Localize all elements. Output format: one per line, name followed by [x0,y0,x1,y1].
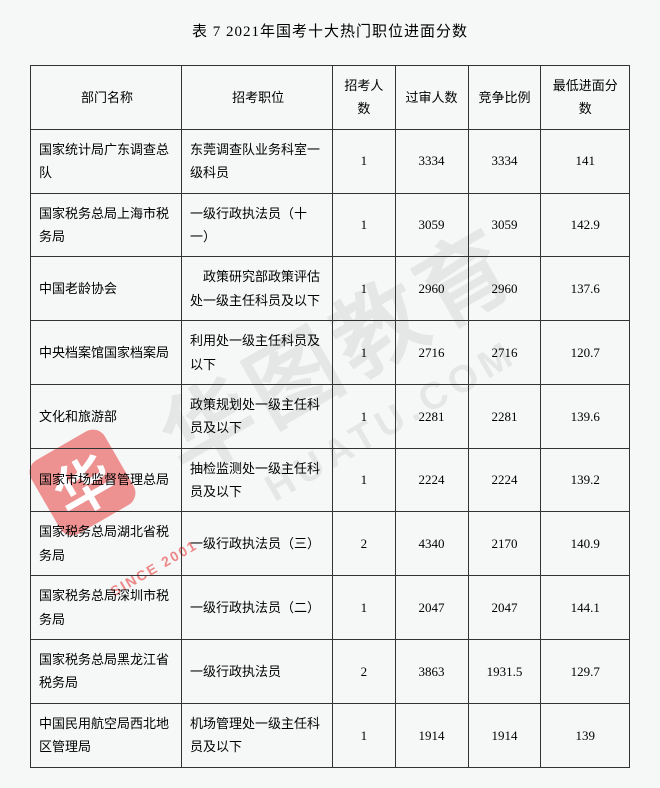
content-area: 表 7 2021年国考十大热门职位进面分数 部门名称 招考职位 招考人数 过审人… [0,0,660,788]
cell-pass: 2047 [395,576,468,640]
cell-score: 120.7 [541,321,630,385]
cell-ratio: 2170 [468,512,541,576]
cell-dept: 国家统计局广东调查总队 [31,129,182,193]
table-row: 国家税务总局黑龙江省税务局一级行政执法员238631931.5129.7 [31,640,630,704]
cell-score: 142.9 [541,193,630,257]
cell-position: 政策研究部政策评估处一级主任科员及以下 [182,257,333,321]
cell-pass: 1914 [395,703,468,767]
table-title: 表 7 2021年国考十大热门职位进面分数 [30,20,630,41]
cell-position: 一级行政执法员（十一） [182,193,333,257]
table-row: 国家税务总局深圳市税务局一级行政执法员（二）120472047144.1 [31,576,630,640]
cell-ratio: 1931.5 [468,640,541,704]
cell-position: 机场管理处一级主任科员及以下 [182,703,333,767]
cell-pass: 2716 [395,321,468,385]
table-row: 国家市场监督管理总局抽检监测处一级主任科员及以下122242224139.2 [31,448,630,512]
cell-position: 利用处一级主任科员及以下 [182,321,333,385]
cell-dept: 中国老龄协会 [31,257,182,321]
cell-ratio: 2281 [468,384,541,448]
cell-dept: 文化和旅游部 [31,384,182,448]
cell-recruit: 1 [333,129,396,193]
cell-ratio: 2960 [468,257,541,321]
cell-recruit: 1 [333,384,396,448]
cell-score: 139.6 [541,384,630,448]
header-recruit: 招考人数 [333,66,396,130]
header-ratio: 竞争比例 [468,66,541,130]
table-row: 中央档案馆国家档案局利用处一级主任科员及以下127162716120.7 [31,321,630,385]
table-row: 国家统计局广东调查总队东莞调查队业务科室一级科员133343334141 [31,129,630,193]
cell-recruit: 2 [333,640,396,704]
cell-dept: 中央档案馆国家档案局 [31,321,182,385]
table-row: 中国老龄协会 政策研究部政策评估处一级主任科员及以下129602960137.6 [31,257,630,321]
cell-pass: 4340 [395,512,468,576]
cell-pass: 2281 [395,384,468,448]
cell-score: 137.6 [541,257,630,321]
cell-pass: 2224 [395,448,468,512]
cell-score: 139.2 [541,448,630,512]
cell-pass: 3863 [395,640,468,704]
table-row: 国家税务总局上海市税务局一级行政执法员（十一）130593059142.9 [31,193,630,257]
cell-recruit: 1 [333,703,396,767]
table-row: 文化和旅游部政策规划处一级主任科员及以下122812281139.6 [31,384,630,448]
cell-pass: 2960 [395,257,468,321]
cell-position: 抽检监测处一级主任科员及以下 [182,448,333,512]
cell-position: 一级行政执法员（三） [182,512,333,576]
cell-position: 一级行政执法员 [182,640,333,704]
cell-dept: 国家税务总局上海市税务局 [31,193,182,257]
cell-dept: 中国民用航空局西北地区管理局 [31,703,182,767]
table-row: 中国民用航空局西北地区管理局机场管理处一级主任科员及以下119141914139 [31,703,630,767]
cell-recruit: 1 [333,321,396,385]
cell-dept: 国家税务总局湖北省税务局 [31,512,182,576]
cell-pass: 3059 [395,193,468,257]
cell-position: 东莞调查队业务科室一级科员 [182,129,333,193]
cell-score: 129.7 [541,640,630,704]
cell-pass: 3334 [395,129,468,193]
data-table: 部门名称 招考职位 招考人数 过审人数 竞争比例 最低进面分数 国家统计局广东调… [30,65,630,768]
cell-ratio: 2716 [468,321,541,385]
table-row: 国家税务总局湖北省税务局一级行政执法员（三）243402170140.9 [31,512,630,576]
cell-position: 政策规划处一级主任科员及以下 [182,384,333,448]
cell-ratio: 3059 [468,193,541,257]
cell-position: 一级行政执法员（二） [182,576,333,640]
cell-score: 144.1 [541,576,630,640]
cell-recruit: 1 [333,257,396,321]
header-row: 部门名称 招考职位 招考人数 过审人数 竞争比例 最低进面分数 [31,66,630,130]
cell-score: 141 [541,129,630,193]
cell-dept: 国家税务总局深圳市税务局 [31,576,182,640]
cell-recruit: 1 [333,193,396,257]
cell-ratio: 3334 [468,129,541,193]
cell-dept: 国家税务总局黑龙江省税务局 [31,640,182,704]
cell-ratio: 1914 [468,703,541,767]
cell-score: 139 [541,703,630,767]
cell-score: 140.9 [541,512,630,576]
header-pass: 过审人数 [395,66,468,130]
cell-dept: 国家市场监督管理总局 [31,448,182,512]
header-dept: 部门名称 [31,66,182,130]
cell-recruit: 1 [333,448,396,512]
cell-ratio: 2047 [468,576,541,640]
cell-recruit: 1 [333,576,396,640]
cell-recruit: 2 [333,512,396,576]
cell-ratio: 2224 [468,448,541,512]
header-position: 招考职位 [182,66,333,130]
header-score: 最低进面分数 [541,66,630,130]
